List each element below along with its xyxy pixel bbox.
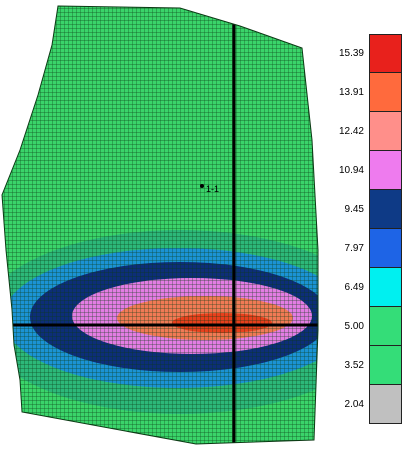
legend-swatch [369, 34, 402, 73]
well-dot-icon [200, 184, 204, 188]
legend-value: 15.39 [338, 47, 364, 59]
legend-swatch [369, 73, 402, 112]
legend-value: 6.49 [344, 281, 364, 293]
legend-swatch [369, 385, 402, 424]
legend-swatch [369, 151, 402, 190]
reservoir-grid [2, 6, 318, 444]
legend-value: 5.00 [344, 320, 364, 332]
legend-value: 7.97 [344, 242, 364, 254]
legend-value: 12.42 [338, 125, 364, 137]
legend-swatch [369, 112, 402, 151]
legend-value: 13.91 [338, 86, 364, 98]
contour-map-view[interactable]: 1-1 [0, 0, 330, 470]
legend-swatch [369, 190, 402, 229]
legend-swatch [369, 268, 402, 307]
legend-value: 10.94 [338, 164, 364, 176]
color-legend: 15.39 13.91 12.42 10.94 9.45 7.97 6.49 5.00 3.52… [330, 0, 408, 470]
grid-mesh [2, 6, 318, 444]
legend-swatch [369, 229, 402, 268]
legend-value: 2.04 [344, 398, 364, 410]
well-label: 1-1 [206, 184, 219, 194]
well-marker[interactable]: 1-1 [200, 184, 219, 194]
legend-swatch [369, 307, 402, 346]
legend-swatch [369, 346, 402, 385]
legend-value: 3.52 [344, 359, 364, 371]
reservoir-outline [1, 5, 319, 445]
legend-value: 9.45 [344, 203, 364, 215]
